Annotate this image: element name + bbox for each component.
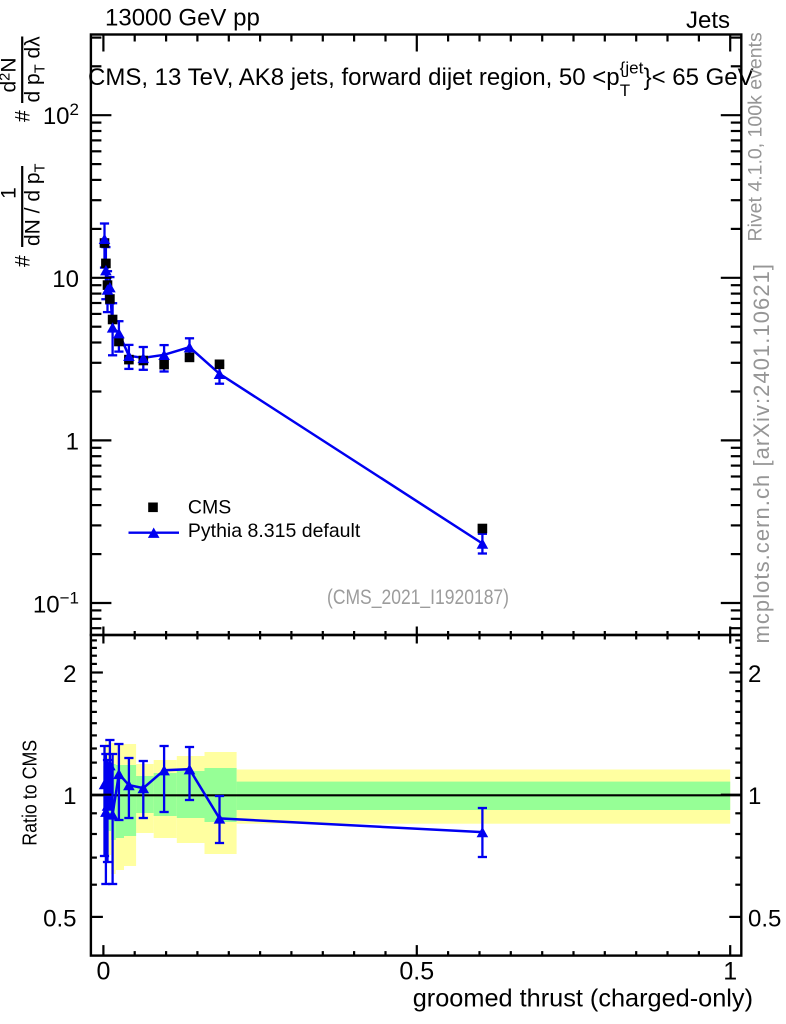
svg-text:d2N: d2N [0,57,21,92]
svg-text:Pythia 8.315 default: Pythia 8.315 default [188,520,361,542]
svg-text:CMS: CMS [188,497,231,519]
svg-text:dN / d pT: dN / d pT [22,163,49,246]
svg-text:groomed thrust (charged-only): groomed thrust (charged-only) [413,985,753,1013]
svg-text:1: 1 [63,783,76,810]
svg-text:(CMS_2021_I1920187): (CMS_2021_I1920187) [327,586,509,609]
svg-text:#: # [12,255,35,267]
svg-text:mcplots.cern.ch [arXiv:2401.10: mcplots.cern.ch [arXiv:2401.10621] [749,263,774,644]
svg-text:2: 2 [748,661,761,688]
svg-text:1: 1 [66,428,79,455]
svg-text:2: 2 [63,661,76,688]
svg-text:1: 1 [0,187,21,199]
svg-text:1: 1 [748,783,761,810]
svg-text:0.5: 0.5 [748,905,781,932]
svg-text:1: 1 [723,957,737,985]
svg-text:#: # [12,110,35,122]
svg-text:Ratio to CMS: Ratio to CMS [20,740,42,846]
svg-text:102: 102 [43,100,79,130]
svg-text:10: 10 [52,266,79,293]
svg-text:0.5: 0.5 [43,905,76,932]
svg-text:13000 GeV pp: 13000 GeV pp [105,5,260,32]
svg-text:Jets: Jets [686,7,730,34]
svg-text:0.5: 0.5 [399,957,434,985]
svg-text:0: 0 [96,957,110,985]
svg-text:Rivet 4.1.0, 100k events: Rivet 4.1.0, 100k events [745,32,767,241]
